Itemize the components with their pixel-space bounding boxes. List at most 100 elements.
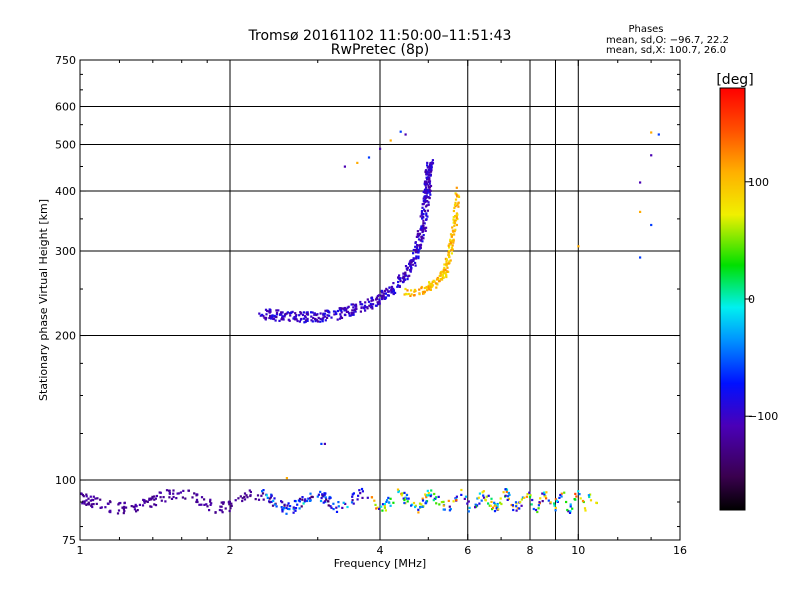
data-point	[272, 499, 275, 502]
data-point	[264, 308, 268, 311]
data-point	[450, 235, 453, 238]
data-point	[423, 191, 426, 194]
data-point	[545, 497, 548, 500]
data-point	[141, 504, 145, 507]
data-point	[463, 497, 466, 500]
data-point	[237, 497, 240, 500]
data-point	[376, 301, 379, 304]
data-point	[442, 272, 445, 275]
data-point	[381, 296, 384, 299]
data-point	[386, 289, 389, 292]
data-point	[306, 311, 309, 314]
data-point	[123, 505, 126, 508]
data-point	[343, 165, 346, 168]
data-point	[316, 320, 320, 323]
data-point	[243, 492, 247, 495]
data-point	[419, 505, 422, 509]
data-point	[573, 498, 576, 501]
data-point	[512, 508, 515, 512]
data-point	[294, 507, 298, 510]
data-point	[387, 496, 390, 499]
data-point	[417, 251, 420, 254]
data-point	[454, 228, 457, 231]
data-point	[153, 503, 156, 506]
data-point	[424, 170, 427, 174]
data-point	[254, 498, 257, 501]
data-point	[332, 502, 335, 505]
data-point	[450, 252, 453, 255]
data-point	[429, 184, 433, 188]
data-point	[265, 316, 268, 319]
data-point	[351, 309, 354, 312]
data-point	[383, 506, 386, 509]
data-point	[297, 499, 300, 502]
data-point	[450, 246, 454, 249]
data-point	[420, 237, 423, 240]
data-point	[426, 200, 429, 203]
data-point	[424, 502, 427, 505]
data-point	[287, 502, 290, 505]
data-point	[303, 321, 306, 324]
data-point	[195, 500, 198, 503]
data-point	[193, 492, 196, 495]
data-point	[430, 167, 433, 170]
data-point	[360, 306, 363, 310]
data-point	[425, 500, 428, 503]
data-point	[203, 503, 206, 506]
data-point	[569, 505, 572, 508]
data-point	[428, 182, 431, 185]
data-point	[455, 186, 458, 189]
data-point	[281, 315, 284, 318]
data-point	[414, 245, 417, 248]
data-point	[285, 512, 288, 515]
data-point	[421, 203, 424, 206]
data-point	[402, 279, 406, 282]
data-point	[386, 499, 389, 502]
data-point	[426, 178, 429, 181]
data-point	[410, 259, 413, 262]
data-point	[454, 201, 457, 204]
data-point	[422, 199, 425, 202]
data-point	[425, 191, 428, 194]
data-point	[326, 316, 329, 319]
data-point	[330, 506, 333, 509]
data-point	[116, 512, 120, 515]
data-point	[83, 502, 86, 505]
data-point	[273, 314, 276, 317]
data-point	[270, 494, 273, 497]
data-point	[172, 495, 175, 499]
data-point	[104, 506, 107, 509]
data-point	[294, 315, 297, 318]
data-point	[377, 303, 380, 306]
data-point	[322, 313, 325, 316]
data-point	[310, 311, 313, 314]
data-point	[99, 506, 102, 509]
data-point	[423, 210, 427, 213]
phase-info-title: Phases	[628, 24, 663, 35]
data-point	[380, 289, 383, 292]
data-point	[149, 505, 152, 508]
data-point	[398, 277, 401, 280]
data-point	[383, 292, 386, 295]
data-point	[151, 497, 154, 500]
data-point	[340, 311, 343, 314]
data-point	[532, 507, 535, 511]
data-point	[500, 502, 503, 506]
data-point	[291, 310, 294, 313]
colorbar-tick-label: 0	[748, 293, 755, 306]
data-point	[85, 495, 88, 498]
data-point	[289, 505, 292, 508]
data-point	[273, 497, 276, 500]
data-point	[525, 495, 528, 498]
data-point	[322, 316, 325, 319]
data-point	[274, 319, 277, 322]
data-point	[429, 285, 432, 288]
data-point	[468, 506, 471, 509]
data-point	[554, 506, 557, 509]
data-point	[443, 263, 446, 266]
data-point	[426, 161, 429, 164]
data-point	[566, 508, 569, 512]
data-point	[403, 501, 406, 505]
data-point	[83, 500, 86, 503]
data-point	[352, 306, 355, 309]
